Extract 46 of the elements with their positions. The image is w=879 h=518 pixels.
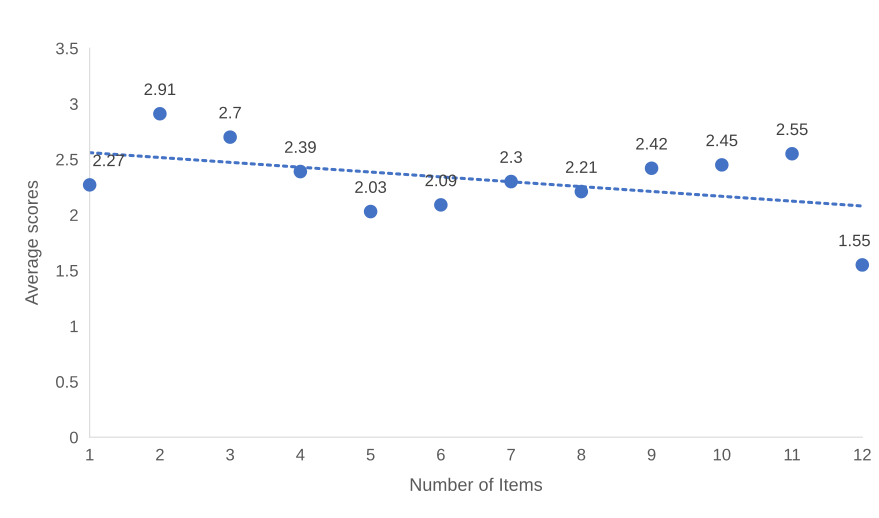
data-label: 2.03 <box>355 181 386 193</box>
data-label: 2.55 <box>776 123 808 136</box>
x-tick-label: 1 <box>86 448 94 460</box>
point <box>294 164 308 178</box>
data-label: 1.55 <box>839 234 870 246</box>
x-tick-label: 8 <box>577 448 586 461</box>
x-tick-label: 5 <box>366 448 375 461</box>
point <box>856 258 870 272</box>
data-label: 2.45 <box>706 134 738 146</box>
data-label: 2.91 <box>144 83 176 96</box>
data-label: 2.09 <box>425 174 456 186</box>
point <box>223 130 237 144</box>
point <box>364 204 378 218</box>
y-tick-label: 0 <box>70 432 78 444</box>
x-tick-label: 3 <box>226 448 234 461</box>
point <box>644 161 658 175</box>
x-tick-label: 2 <box>156 448 164 460</box>
y-tick-label: 1.5 <box>56 265 78 277</box>
data-label: 2.7 <box>219 106 241 118</box>
point <box>153 106 167 121</box>
point <box>574 184 588 198</box>
y-tick-label: 2 <box>70 209 78 221</box>
point <box>82 178 96 192</box>
data-label: 2.3 <box>500 151 522 163</box>
point <box>785 146 799 161</box>
x-tick-label: 10 <box>714 448 730 461</box>
x-tick-label: 4 <box>296 448 305 460</box>
x-tick-label: 7 <box>507 448 515 460</box>
data-label: 2.27 <box>93 154 124 166</box>
point <box>715 158 729 172</box>
y-tick-label: 3 <box>70 98 78 110</box>
x-axis-title: Number of Items <box>410 478 542 491</box>
point <box>504 174 518 188</box>
data-label: 2.39 <box>285 141 316 153</box>
y-tick-label: 0.5 <box>56 376 78 388</box>
y-tick-label: 2.5 <box>56 154 78 166</box>
point <box>434 198 448 212</box>
x-tick-label: 11 <box>784 448 800 460</box>
data-label: 2.21 <box>566 161 597 173</box>
y-axis-title: Average scores <box>25 180 42 306</box>
x-tick-label: 6 <box>437 448 445 461</box>
y-tick-label: 1 <box>70 320 78 332</box>
data-label: 2.42 <box>636 138 667 150</box>
x-tick-label: 12 <box>854 448 871 460</box>
y-tick-label: 3.5 <box>56 42 78 54</box>
x-tick-label: 9 <box>648 448 656 461</box>
